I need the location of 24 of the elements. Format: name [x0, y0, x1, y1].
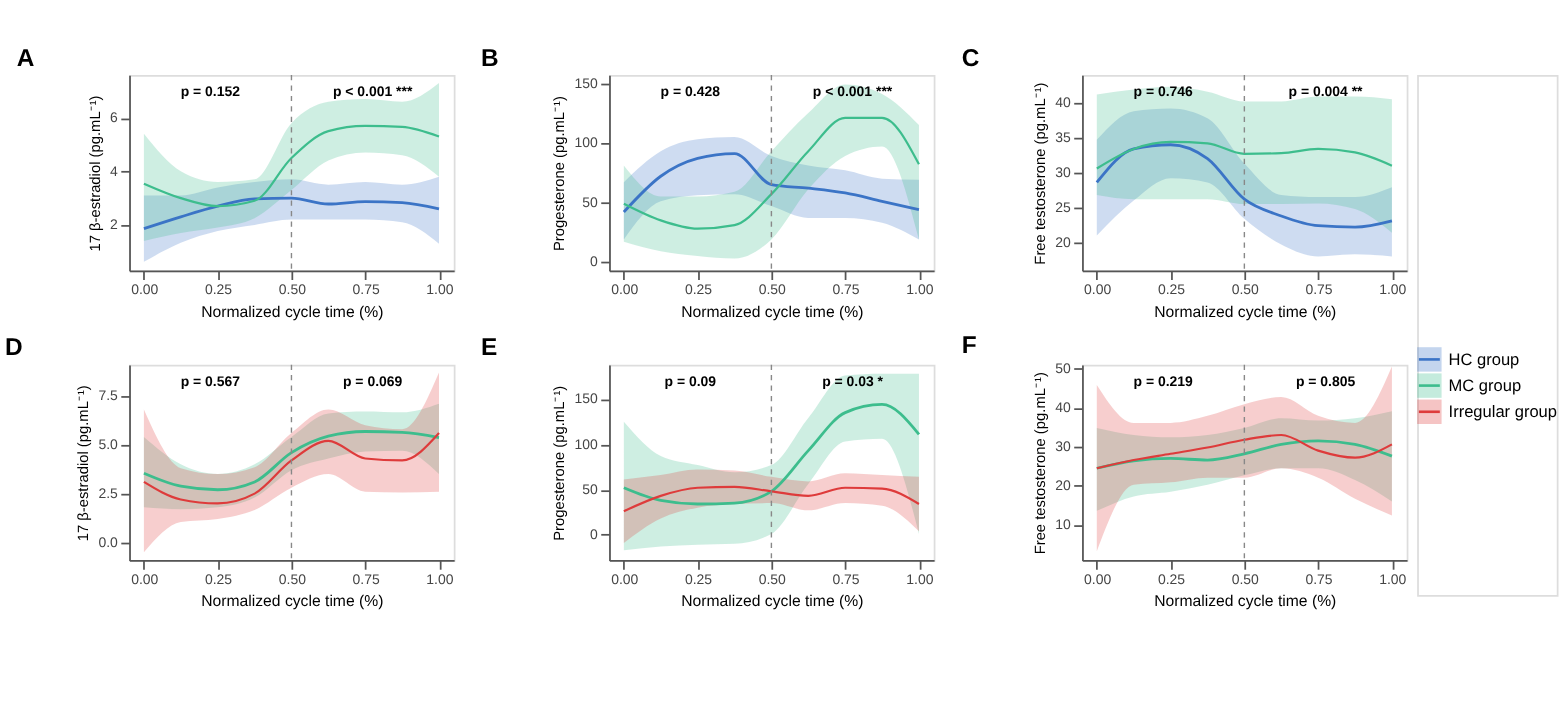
line-series	[622, 403, 921, 506]
x-axis-title: Normalized cycle time (%)	[681, 302, 865, 321]
chart-title: B	[481, 43, 500, 72]
x-axis-title: Normalized cycle time (%)	[681, 592, 865, 611]
x-axis-title: Normalized cycle time (%)	[1154, 592, 1338, 611]
chart-title: C	[961, 43, 980, 72]
line-series	[142, 196, 441, 231]
chart-title: E	[481, 333, 498, 362]
line-series	[142, 430, 441, 492]
line-series	[622, 116, 921, 230]
line-series	[622, 152, 921, 214]
line-series	[142, 124, 441, 208]
x-axis-title: Normalized cycle time (%)	[201, 302, 385, 321]
line-series	[1095, 143, 1394, 229]
x-axis-title: Normalized cycle time (%)	[201, 592, 385, 611]
line-series	[1095, 433, 1394, 470]
line-series	[1095, 140, 1394, 170]
chart-title: D	[5, 333, 24, 362]
line-series	[1095, 439, 1394, 470]
line-series	[622, 485, 921, 513]
chart-title: A	[16, 43, 35, 72]
line-series	[142, 431, 441, 505]
chart-title: F	[961, 330, 977, 359]
x-axis-title: Normalized cycle time (%)	[1154, 302, 1338, 321]
